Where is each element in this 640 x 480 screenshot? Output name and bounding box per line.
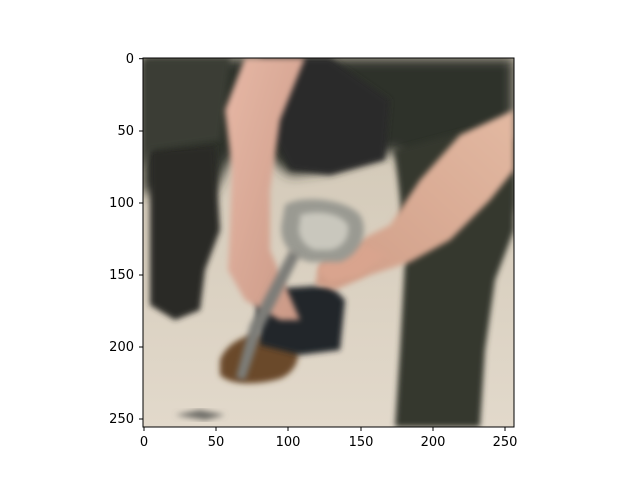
floor-mark bbox=[175, 410, 225, 420]
x-tick-label: 100 bbox=[276, 435, 301, 450]
tool-handle bbox=[236, 250, 300, 380]
x-tick-label: 250 bbox=[493, 435, 518, 450]
y-tick-label: 100 bbox=[109, 196, 134, 211]
arm-left bbox=[225, 58, 305, 320]
x-tick-label: 150 bbox=[349, 435, 374, 450]
x-tick-label: 200 bbox=[421, 435, 446, 450]
x-tick-label: 50 bbox=[208, 435, 225, 450]
y-tick-label: 150 bbox=[109, 268, 134, 283]
photo bbox=[143, 58, 514, 427]
x-axis: 0 50 100 150 200 250 bbox=[140, 427, 518, 450]
horse-leg-left bbox=[150, 145, 220, 320]
y-axis: 0 50 100 150 200 250 bbox=[109, 52, 143, 427]
background-left bbox=[143, 58, 230, 170]
arm-right bbox=[315, 110, 514, 290]
x-tick-label: 0 bbox=[140, 435, 148, 450]
y-tick-label: 0 bbox=[126, 52, 134, 67]
horseshoe-inner bbox=[298, 212, 349, 250]
y-tick-label: 250 bbox=[109, 412, 134, 427]
axes-frame bbox=[142, 57, 515, 428]
y-tick-label: 200 bbox=[109, 340, 134, 355]
y-tick-label: 50 bbox=[117, 124, 134, 139]
